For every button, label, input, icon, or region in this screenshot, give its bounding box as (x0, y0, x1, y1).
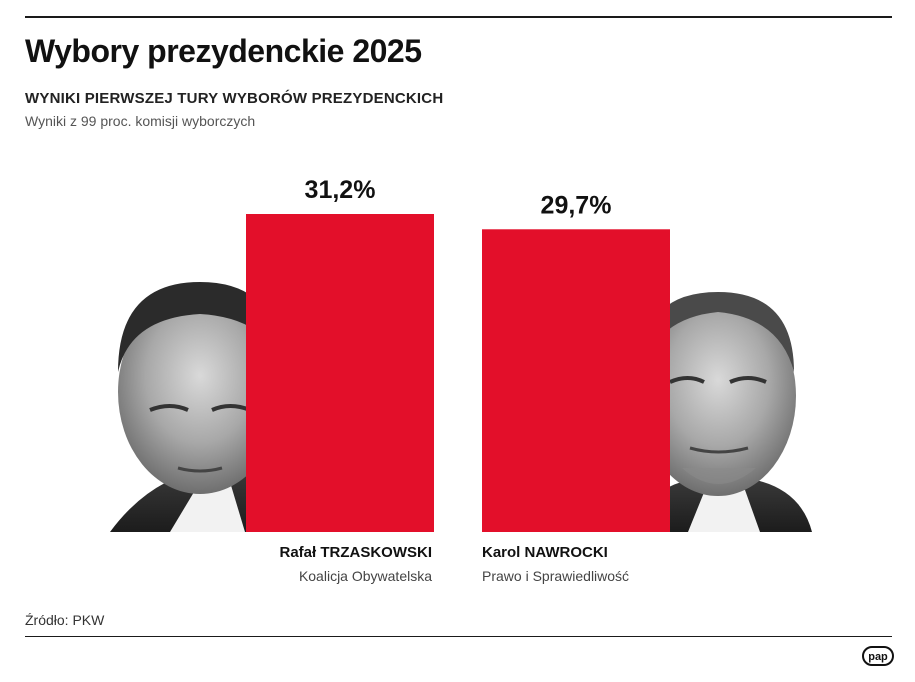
chart-title: Wybory prezydenckie 2025 (25, 33, 422, 69)
candidate-party-1: Koalicja Obywatelska (299, 568, 432, 584)
top-rule (25, 16, 892, 18)
source-note: Źródło: PKW (25, 612, 105, 628)
portrait-2-head (640, 296, 796, 496)
portrait-1-collar (170, 482, 245, 532)
portrait-trzaskowski (110, 282, 305, 532)
bottom-rule (25, 636, 892, 637)
portrait-nawrocki (625, 292, 812, 532)
bar-2 (482, 229, 670, 533)
candidate-name-1: Rafał TRZASKOWSKI (279, 544, 432, 561)
portrait-2-hair (641, 292, 794, 372)
bar-1 (246, 214, 434, 532)
chart-note: Wyniki z 99 proc. komisji wyborczych (25, 113, 256, 129)
candidate-name-2: Karol NAWROCKI (482, 544, 608, 561)
candidate-party-2: Prawo i Sprawiedliwość (482, 568, 629, 584)
portrait-1-hair (118, 282, 282, 372)
chart-subtitle: WYNIKI PIERWSZEJ TURY WYBORÓW PREZYDENCK… (25, 90, 444, 107)
value-label-1: 31,2% (305, 176, 376, 204)
portrait-2-collar (688, 490, 760, 532)
value-label-2: 29,7% (541, 191, 612, 219)
portrait-1-head (118, 290, 282, 494)
pap-logo: pap (862, 646, 894, 666)
svg-text:pap: pap (868, 651, 888, 663)
